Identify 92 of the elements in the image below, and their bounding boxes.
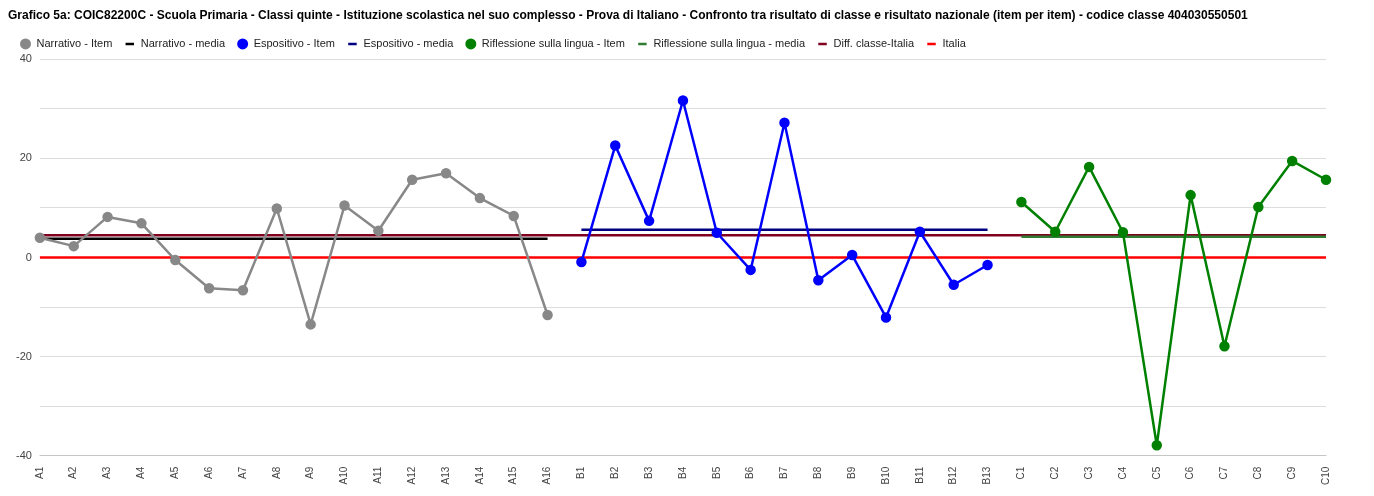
x-tick-label: A2 <box>67 466 79 479</box>
x-tick-label: B7 <box>778 466 790 479</box>
x-tick-label: B11 <box>913 466 925 484</box>
x-tick-label: B2 <box>609 466 621 479</box>
x-tick-label: A4 <box>135 466 147 479</box>
point <box>542 309 553 321</box>
point <box>406 174 418 186</box>
legend-label: Diff. classe-Italia <box>833 36 915 49</box>
x-tick-label: A8 <box>270 466 282 479</box>
point <box>508 210 519 222</box>
x-tick-label: B4 <box>676 466 688 479</box>
x-tick-label: C3 <box>1082 466 1094 480</box>
point <box>1253 201 1264 213</box>
x-tick-label: A7 <box>236 466 248 479</box>
y-tick-label: 40 <box>19 52 32 65</box>
x-tick-label: C5 <box>1150 466 1162 480</box>
y-tick-label: 20 <box>19 151 32 164</box>
point <box>339 200 350 211</box>
x-tick-label: B8 <box>812 466 824 479</box>
point <box>1083 161 1095 173</box>
legend-label: Narrativo - Item <box>36 36 113 49</box>
point <box>271 203 283 214</box>
x-tick-label: C6 <box>1184 466 1196 480</box>
point <box>170 254 181 266</box>
point <box>474 192 486 204</box>
x-tick-label: A6 <box>202 466 214 479</box>
x-tick-label: A15 <box>507 466 519 485</box>
point <box>1185 189 1196 201</box>
point <box>677 95 689 106</box>
x-tick-label: A14 <box>473 466 485 485</box>
point <box>779 117 790 129</box>
point <box>1049 226 1061 238</box>
y-tick-label: 0 <box>25 250 32 263</box>
point <box>440 168 452 179</box>
legend-label: Narrativo - media <box>140 36 227 49</box>
x-tick-label: A16 <box>541 466 553 485</box>
x-tick-label: B5 <box>710 466 722 479</box>
point <box>1151 440 1163 451</box>
point <box>102 211 113 223</box>
point <box>880 312 892 323</box>
x-tick-label: A3 <box>101 466 113 479</box>
point <box>1219 340 1230 352</box>
x-tick-label: A9 <box>304 466 316 479</box>
point <box>1320 174 1332 186</box>
point <box>237 284 249 296</box>
x-tick-label: C10 <box>1319 466 1331 486</box>
point <box>610 140 621 151</box>
point <box>914 226 926 238</box>
x-tick-label: B10 <box>879 466 891 485</box>
point <box>136 218 147 229</box>
x-tick-label: C8 <box>1252 466 1264 480</box>
legend-label: Riflessione sulla lingua - media <box>653 36 806 49</box>
legend-label: Espositivo - media <box>363 36 455 49</box>
x-tick-label: B1 <box>575 466 587 479</box>
point <box>813 275 824 286</box>
x-tick-label: B13 <box>981 466 993 485</box>
point <box>982 259 993 271</box>
point <box>1117 227 1129 238</box>
x-tick-label: A12 <box>405 466 417 485</box>
x-tick-label: B9 <box>845 466 857 479</box>
point <box>711 227 723 239</box>
point <box>305 319 316 330</box>
point <box>948 279 959 291</box>
x-tick-label: A5 <box>169 466 181 479</box>
x-tick-label: B6 <box>744 466 756 479</box>
point <box>68 240 79 252</box>
chart-title: Grafico 5a: COIC82200C - Scuola Primaria - Classi quinte - Istituzione scolastica nel suo complesso - Prova di Italiano - Confronto tra risultato di classe e risultato nazionale (item per item) - codice classe 404030550501 <box>8 7 1249 22</box>
point <box>34 232 46 243</box>
point <box>373 225 384 237</box>
x-tick-label: C1 <box>1015 466 1027 480</box>
x-tick-label: A1 <box>33 466 45 479</box>
y-tick-label: -40 <box>15 448 32 461</box>
x-tick-label: A13 <box>439 466 451 485</box>
x-tick-label: B3 <box>642 466 654 479</box>
point <box>203 282 215 294</box>
y-tick-label: -20 <box>15 349 32 362</box>
point <box>1016 196 1027 208</box>
x-tick-label: A11 <box>372 466 384 484</box>
point <box>745 264 756 276</box>
x-tick-label: A10 <box>338 466 350 485</box>
point <box>643 215 655 227</box>
x-tick-label: C7 <box>1218 466 1230 480</box>
legend-label: Riflessione sulla lingua - Item <box>481 36 625 49</box>
x-tick-label: C9 <box>1285 466 1297 480</box>
legend-label: Italia <box>942 36 967 49</box>
legend-label: Espositivo - Item <box>253 36 335 49</box>
point <box>1286 155 1298 167</box>
x-tick-label: B12 <box>947 466 959 485</box>
x-tick-label: C4 <box>1116 466 1128 480</box>
x-tick-label: C2 <box>1048 466 1060 480</box>
point <box>846 249 858 261</box>
point <box>576 256 587 268</box>
